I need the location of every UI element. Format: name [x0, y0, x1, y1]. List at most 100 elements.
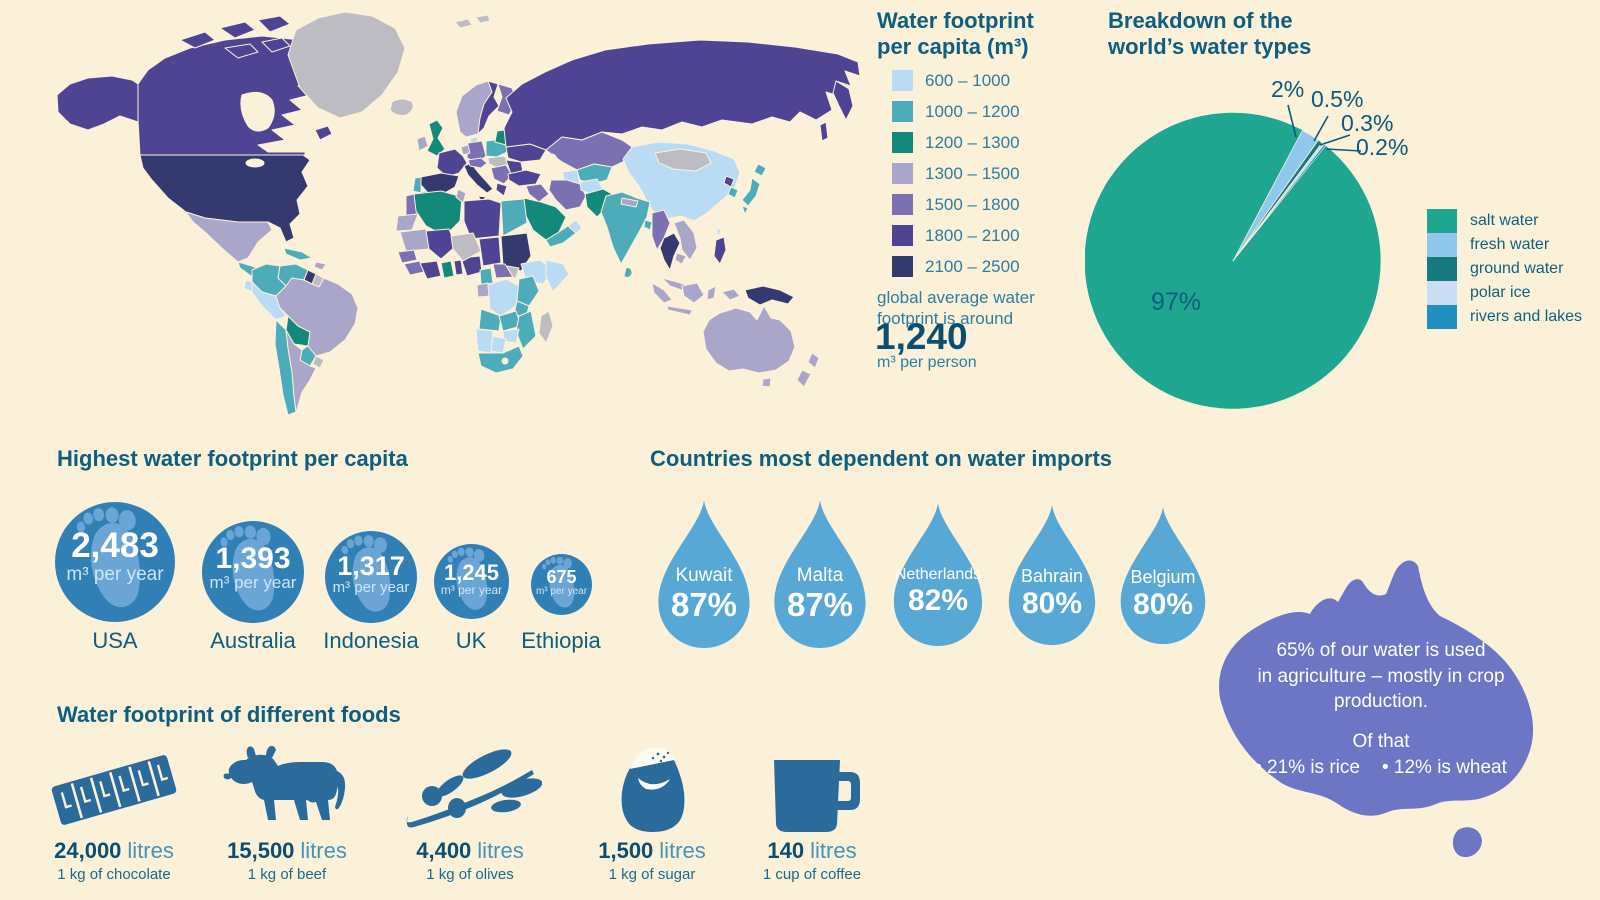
footprint-value: 1,245 — [443, 560, 500, 586]
australia-text: 65% of our water is used in agriculture … — [1222, 638, 1540, 780]
country-india — [600, 191, 651, 265]
food-caption: 1 kg of olives — [426, 866, 514, 883]
footprint-unit: m³ per year — [440, 583, 503, 598]
country-cambodia — [674, 252, 687, 265]
country-angola — [478, 308, 502, 332]
pie-legend-row: rivers and lakes — [1427, 305, 1582, 329]
country-car — [492, 263, 514, 279]
import-country: Bahrain — [1020, 566, 1084, 587]
country-madagascar — [538, 310, 554, 344]
pie-legend-row: ground water — [1427, 257, 1563, 281]
great-lakes — [245, 158, 265, 168]
country-tunisia — [455, 188, 467, 204]
legend-label: 1000 – 1200 — [925, 101, 1020, 121]
import-country: Malta — [796, 564, 844, 586]
footprint-country-label: USA — [92, 628, 138, 653]
country-western-sahara — [395, 213, 419, 232]
footprint-value: 1,317 — [337, 550, 405, 581]
country-somalia — [545, 259, 570, 293]
country-togo-benin — [453, 259, 464, 276]
import-country: Netherlands — [894, 565, 982, 583]
pie-block: Breakdown of the world’s water types 2% … — [1085, 0, 1600, 432]
footprint-circle-indonesia: 1,317 m³ per year — [325, 531, 417, 623]
footprint-value: 1,393 — [215, 541, 291, 575]
foods-title: Water footprint of different foods — [57, 702, 401, 727]
pie-leader-lines — [1287, 104, 1362, 152]
pie-legend-row: polar ice — [1427, 281, 1530, 305]
footprint-unit: m³ per year — [66, 563, 164, 585]
country-mozambique — [515, 310, 537, 350]
footprint-value: 675 — [546, 566, 577, 587]
map-legend-title: Water footprint per capita (m³) — [877, 8, 1034, 59]
country-namibia — [475, 328, 494, 354]
region-balkans — [490, 164, 513, 185]
region-benelux — [460, 144, 471, 156]
country-philippines — [713, 236, 727, 265]
country-sri-lanka — [623, 267, 633, 279]
footprint-circle-ethiopia: 675 m³ per year — [531, 554, 592, 615]
global-average-value: 1,240 — [875, 316, 968, 357]
water-drop-netherlands: Netherlands 82% — [888, 501, 988, 648]
imports-title: Countries most dependent on water import… — [650, 446, 1113, 471]
country-cuba — [283, 247, 313, 261]
rice-bullet: • 21% is rice — [1255, 756, 1360, 778]
legend-label: rivers and lakes — [1470, 308, 1583, 325]
food-caption: 1 kg of chocolate — [57, 866, 171, 883]
import-pct: 87% — [670, 585, 738, 623]
lesotho — [501, 357, 509, 365]
cow-icon — [223, 745, 346, 820]
country-ireland — [416, 135, 429, 152]
country-senegal — [397, 249, 418, 264]
legend-label: salt water — [1470, 212, 1539, 229]
legend-label: 1800 – 2100 — [925, 225, 1020, 245]
coffee-mug-icon — [774, 760, 860, 832]
country-niger — [450, 232, 482, 262]
water-drop-bahrain: Bahrain 80% — [1004, 503, 1100, 647]
legend-swatch — [892, 70, 913, 91]
australia-silhouette — [1219, 560, 1534, 858]
country-south-africa — [477, 345, 524, 374]
legend-label: fresh water — [1470, 236, 1550, 253]
pie-callout-fresh: 2% — [1271, 76, 1305, 102]
country-uruguay — [312, 355, 325, 369]
indonesia-sulawesi — [706, 285, 717, 301]
footprint-country-label: Ethiopia — [521, 628, 601, 653]
country-alaska — [56, 75, 139, 131]
country-ghana — [440, 260, 455, 279]
legend-label: 2100 – 2500 — [925, 256, 1020, 276]
region-alpine — [467, 157, 488, 169]
country-nepal — [620, 197, 639, 208]
country-libya — [463, 198, 502, 240]
hudson-bay — [240, 91, 275, 132]
country-uk — [426, 119, 446, 157]
import-country: Kuwait — [675, 564, 733, 586]
tasmania — [761, 377, 772, 388]
pie-salt-label: 97% — [1151, 288, 1202, 316]
country-hispaniola — [313, 261, 327, 271]
country-turkey — [507, 169, 542, 187]
footprint-circle-usa: 2,483 m³ per year — [55, 502, 175, 622]
country-cameroon — [479, 267, 494, 286]
pie-callout-rivers: 0.2% — [1356, 134, 1409, 160]
legend-label: 1300 – 1500 — [925, 163, 1020, 183]
region-laos-vietnam — [673, 219, 698, 261]
footprint-circle-australia: 1,393 m³ per year — [202, 521, 304, 623]
pie-callout-ground: 0.5% — [1311, 86, 1364, 112]
country-iceland — [389, 98, 414, 116]
food-caption: 1 kg of sugar — [608, 866, 696, 883]
country-bangladesh — [643, 219, 653, 231]
food-value: 15,500 litres — [227, 838, 347, 863]
country-zimbabwe — [502, 328, 520, 344]
footprint-unit: m³ per year — [332, 578, 410, 596]
footprints-title: Highest water footprint per capita — [57, 446, 408, 471]
indonesia-moluccas — [721, 288, 741, 301]
legend-swatch — [892, 101, 913, 122]
map-legend-row: 1500 – 1800 — [892, 194, 1020, 215]
caspian-sea — [544, 153, 560, 183]
map-legend-row: 600 – 1000 — [892, 70, 1010, 91]
legend-label: ground water — [1470, 260, 1564, 277]
map-legend-row: 1800 – 2100 — [892, 225, 1020, 246]
legend-swatch — [1427, 257, 1457, 281]
country-peru — [251, 281, 287, 321]
country-france — [436, 148, 468, 178]
